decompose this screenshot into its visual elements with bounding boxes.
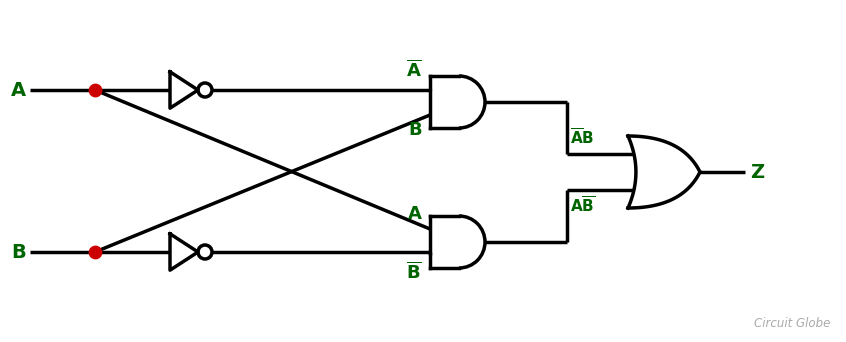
Text: A: A (11, 80, 26, 100)
Text: Circuit Globe: Circuit Globe (754, 317, 830, 330)
Text: $\mathbf{\overline{A}B}$: $\mathbf{\overline{A}B}$ (570, 128, 595, 148)
Text: A: A (408, 205, 422, 223)
Text: Z: Z (750, 162, 764, 182)
Text: $\mathbf{A\overline{B}}$: $\mathbf{A\overline{B}}$ (570, 196, 596, 216)
Point (88, 249, 102, 255)
Point (88, 87, 102, 93)
Text: B: B (409, 121, 422, 139)
Text: B: B (11, 242, 26, 262)
Text: $\mathbf{\overline{A}}$: $\mathbf{\overline{A}}$ (406, 59, 422, 80)
Text: $\mathbf{\overline{B}}$: $\mathbf{\overline{B}}$ (406, 262, 422, 283)
